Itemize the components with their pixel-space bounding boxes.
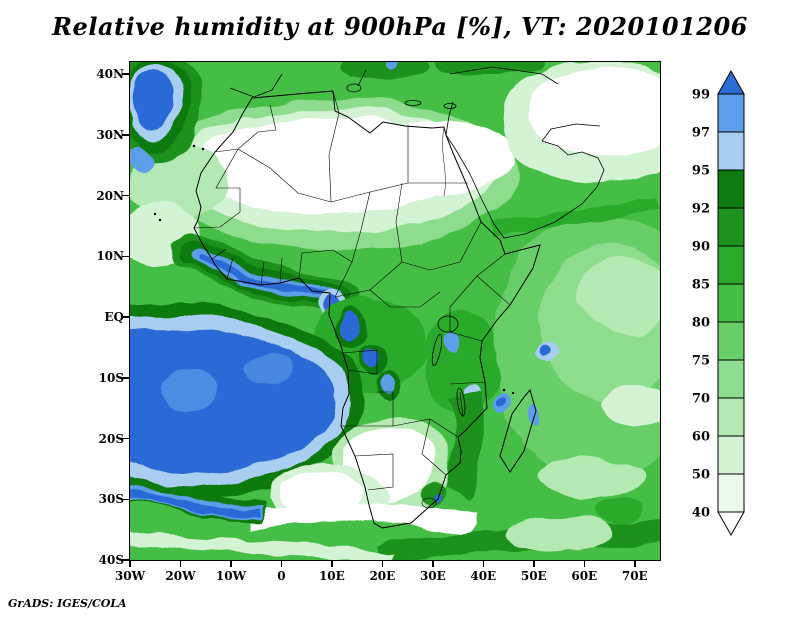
colorbar: 99 97 95 92 90 85 80 75 70 60 50 40 bbox=[692, 69, 745, 537]
x-axis-tick-mark bbox=[381, 561, 384, 567]
y-axis-tick-label: 40S bbox=[98, 553, 124, 567]
colorbar-level-label: 40 bbox=[692, 506, 710, 521]
x-axis-tick-label: 60E bbox=[571, 569, 598, 583]
country-borders bbox=[193, 90, 511, 509]
colorbar-level-label: 99 bbox=[692, 88, 710, 103]
x-axis-tick-label: 10E bbox=[318, 569, 345, 583]
humidity-field bbox=[130, 62, 660, 560]
y-axis-tick-label: EQ bbox=[104, 310, 124, 325]
colorbar-level-label: 85 bbox=[692, 278, 710, 293]
x-axis-tick-label: 40E bbox=[470, 569, 497, 583]
y-axis-tick-label: 30N bbox=[96, 127, 124, 142]
colorbar-level-label: 70 bbox=[692, 392, 710, 407]
colorbar-segment bbox=[717, 321, 745, 361]
y-axis-tick-label: 20S bbox=[98, 431, 124, 446]
x-axis-tick-label: 70E bbox=[621, 569, 648, 583]
x-axis-tick-mark bbox=[179, 561, 182, 567]
colorbar-level-label: 95 bbox=[692, 164, 710, 179]
y-axis-tick-label: 20N bbox=[96, 188, 124, 203]
colorbar-bottom-arrow bbox=[717, 511, 745, 537]
colorbar-level-label: 60 bbox=[692, 430, 710, 445]
colorbar-segment bbox=[717, 359, 745, 399]
x-axis-tick-mark bbox=[129, 561, 131, 567]
y-axis-tick-mark bbox=[122, 498, 129, 500]
colorbar-legend: 99 97 95 92 90 85 80 75 70 60 50 40 bbox=[684, 69, 748, 540]
x-axis-tick-mark bbox=[432, 561, 434, 567]
madagascar-coastline bbox=[499, 388, 537, 473]
x-axis-tick-label: 20W bbox=[165, 569, 196, 583]
colorbar-segment bbox=[717, 473, 745, 513]
colorbar-segment bbox=[717, 245, 745, 285]
plot-title: Relative humidity at 900hPa [%], VT: 202… bbox=[52, 12, 748, 41]
colorbar-level-label: 80 bbox=[692, 316, 710, 331]
colorbar-level-label: 90 bbox=[692, 240, 710, 255]
y-axis-tick-mark bbox=[122, 134, 129, 136]
x-axis-tick-mark bbox=[533, 561, 535, 567]
colorbar-segment bbox=[717, 397, 745, 437]
x-axis-tick-label: 30E bbox=[419, 569, 446, 583]
lakes bbox=[431, 315, 466, 417]
x-axis-tick-label: 10W bbox=[215, 569, 247, 583]
colorbar-segment bbox=[717, 93, 745, 133]
x-axis-tick-label: 20E bbox=[369, 569, 396, 583]
y-axis-tick-mark bbox=[122, 255, 129, 258]
colorbar-level-label: 97 bbox=[692, 126, 710, 141]
colorbar-segment bbox=[717, 207, 745, 247]
humidity-map bbox=[130, 62, 660, 560]
y-axis-tick-label: 10S bbox=[98, 370, 124, 385]
x-axis-tick-mark bbox=[482, 561, 485, 567]
coastlines-and-borders bbox=[153, 66, 605, 529]
x-axis-tick-label: 30W bbox=[114, 569, 146, 583]
colorbar-top-arrow bbox=[717, 69, 745, 95]
y-axis-tick-mark bbox=[122, 377, 129, 379]
x-axis-tick-mark bbox=[634, 561, 636, 567]
colorbar-level-label: 75 bbox=[692, 354, 710, 369]
colorbar-segment bbox=[717, 169, 745, 209]
colorbar-level-label: 92 bbox=[692, 202, 710, 217]
other-coastlines bbox=[229, 66, 605, 239]
attribution: GrADS: IGES/COLA bbox=[8, 597, 127, 610]
y-axis-tick-mark bbox=[122, 194, 129, 197]
colorbar-segment bbox=[717, 283, 745, 323]
y-axis-tick-label: 10N bbox=[96, 249, 124, 264]
x-axis-tick-mark bbox=[280, 561, 283, 567]
y-axis-tick-mark bbox=[122, 559, 129, 561]
y-axis-tick-label: 30S bbox=[98, 492, 124, 507]
x-axis-tick-mark bbox=[331, 561, 333, 567]
x-axis-tick-label: 50E bbox=[520, 569, 547, 583]
colorbar-segment bbox=[717, 435, 745, 475]
colorbar-segment bbox=[717, 131, 745, 171]
y-axis-tick-mark bbox=[122, 73, 129, 75]
y-axis-tick-mark bbox=[122, 437, 129, 440]
y-axis-tick-label: 40N bbox=[96, 67, 124, 82]
x-axis-tick-mark bbox=[230, 561, 232, 567]
colorbar-level-label: 50 bbox=[692, 468, 710, 483]
x-axis-tick-mark bbox=[583, 561, 585, 567]
small-islands bbox=[153, 144, 515, 395]
y-axis-tick-mark bbox=[122, 316, 129, 318]
map-plot-area bbox=[130, 62, 660, 560]
x-axis-tick-label: 0 bbox=[277, 569, 286, 583]
